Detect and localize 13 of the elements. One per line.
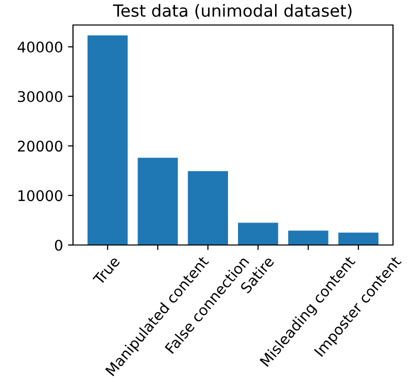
- bar: [138, 158, 178, 245]
- y-tick-label: 20000: [18, 140, 62, 152]
- y-tick-label: 30000: [18, 91, 62, 102]
- y-tick-label: 10000: [18, 190, 62, 202]
- bar: [338, 232, 378, 245]
- chart-title: Test data (unimodal dataset): [113, 4, 352, 19]
- y-tick-label: 40000: [18, 42, 62, 53]
- y-tick-label: 0: [54, 240, 62, 251]
- bar: [288, 230, 328, 245]
- bar: [188, 171, 228, 245]
- bar: [88, 35, 128, 245]
- x-tick-label: True: [92, 256, 120, 286]
- bar: [238, 222, 278, 245]
